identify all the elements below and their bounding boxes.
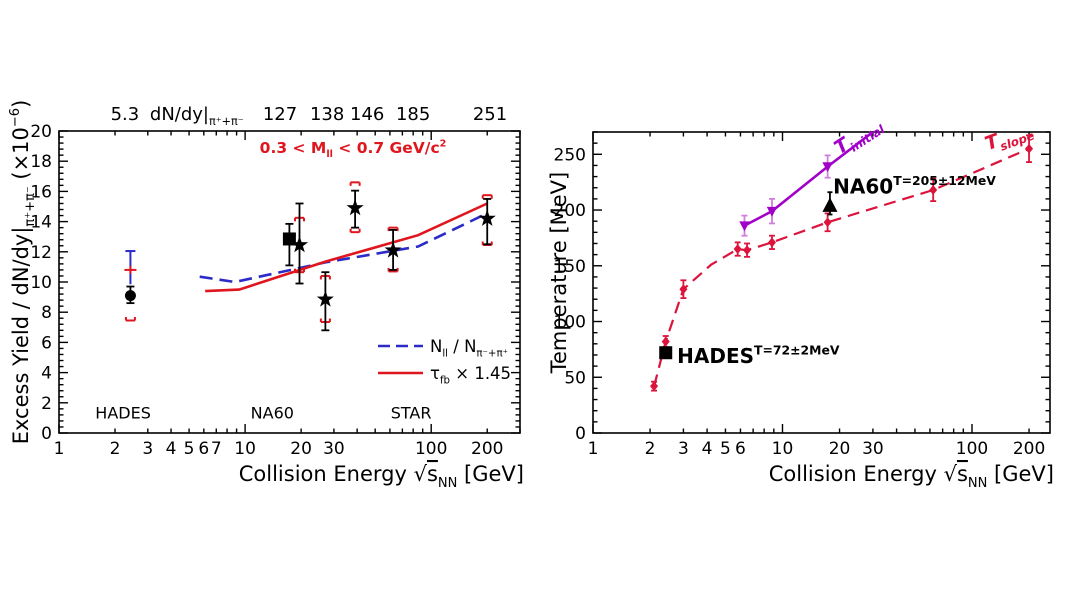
legend-label: τfb × 1.45	[430, 364, 511, 387]
hades-fit-point	[659, 346, 673, 360]
x-tick-label: 1	[54, 439, 65, 459]
hades-fit-label: HADEST=72±2MeV	[677, 342, 840, 367]
experiment-label-star: STAR	[391, 404, 432, 423]
t-initial-points	[739, 154, 833, 237]
temperature-panel: 1 2 3 4 5 6 10 20 30 100 200 0 50 100 150 200 250 Collisi…	[547, 112, 1054, 491]
x-tick-label: 10	[234, 439, 256, 459]
experiment-label-hades: HADES	[95, 404, 151, 423]
y-tick-label: 12	[30, 243, 52, 263]
plot-frame	[592, 131, 1051, 434]
y-tick-label: 16	[30, 182, 52, 202]
y-tick-label: 200	[554, 201, 586, 221]
x-tick-label: 2	[110, 439, 121, 459]
y-tick-label: 4	[41, 364, 52, 384]
experiment-label-na60: NA60	[251, 404, 294, 423]
top-axis-value: 127	[263, 104, 297, 125]
top-axis-value: 185	[396, 104, 430, 125]
x-tick-label: 5	[184, 439, 195, 459]
y-tick-label: 50	[564, 368, 586, 388]
t-slope-points	[650, 134, 1034, 392]
x-tick-label: 5	[720, 439, 731, 459]
x-tick-label: 7	[211, 439, 222, 459]
plot-frame	[58, 130, 521, 434]
y-tick-label: 20	[30, 122, 52, 142]
hades-model-red	[124, 265, 137, 274]
x-tick-label: 4	[702, 439, 713, 459]
y-tick-label: 0	[575, 424, 586, 444]
tau-fb-model	[205, 202, 488, 293]
y-axis: 0 2 4 6 8 10 12 14 16 18 20	[30, 122, 520, 444]
top-axis-value: 5.3	[111, 104, 140, 125]
x-tick-label: 4	[166, 439, 177, 459]
top-axis: dN/dy|π⁺+π⁻ 5.3 127 138 146 185 251	[111, 104, 508, 128]
systematic-brackets	[124, 181, 493, 324]
t-initial-curve	[743, 132, 876, 227]
x-axis-title: Collision Energy √sNN [GeV]	[239, 462, 524, 491]
legend: Nll / Nπ⁻+π⁺ τfb × 1.45	[378, 337, 511, 387]
x-tick-label: 1	[588, 439, 599, 459]
y-tick-label: 2	[41, 394, 52, 414]
x-tick-label: 200	[1013, 439, 1045, 459]
x-axis: 1 2 3 4 5 6 7 10 20 30 100 200	[54, 131, 521, 459]
x-tick-label: 30	[323, 439, 345, 459]
mass-window-label: 0.3 < Mll < 0.7 GeV/c2	[260, 138, 447, 160]
y-axis: 0 50 100 150 200 250	[554, 131, 1050, 444]
y-tick-label: 18	[30, 152, 52, 172]
y-axis-title: Excess Yield / dN/dy|π⁺+π⁻ (×10−6)	[8, 100, 38, 445]
x-tick-label: 20	[290, 439, 312, 459]
y-tick-label: 6	[41, 333, 52, 353]
x-axis-title: Collision Energy √sNN [GeV]	[769, 462, 1054, 491]
x-tick-label: 3	[678, 439, 689, 459]
x-tick-label: 3	[142, 439, 153, 459]
y-tick-label: 8	[41, 303, 52, 323]
t-initial-label: Tinitial	[830, 112, 887, 162]
na60-fit-label: NA60T=205±12MeV	[833, 173, 996, 198]
t-slope-curve	[653, 147, 1030, 387]
y-tick-label: 0	[41, 424, 52, 444]
x-tick-label: 20	[829, 439, 851, 459]
y-tick-label: 150	[554, 257, 586, 277]
legend-label: Nll / Nπ⁻+π⁺	[430, 337, 508, 360]
y-axis-title: Temperature [MeV]	[547, 172, 571, 375]
na60-fit-point	[822, 191, 838, 216]
x-tick-label: 200	[471, 439, 503, 459]
top-axis-value: 251	[473, 104, 507, 125]
top-axis-value: 138	[310, 104, 344, 125]
x-tick-label: 100	[956, 439, 988, 459]
hades-data	[124, 285, 136, 305]
star-data	[290, 189, 496, 332]
excess-yield-panel: 1 2 3 4 5 6 7 10 20 30 100 20002468101214161820dN/d…	[8, 100, 524, 491]
y-tick-label: 250	[554, 145, 586, 165]
x-tick-label: 2	[645, 439, 656, 459]
x-tick-label: 6	[735, 439, 746, 459]
top-axis-title: dN/dy|π⁺+π⁻	[150, 104, 244, 128]
na60-data	[282, 222, 296, 267]
y-tick-label: 10	[30, 273, 52, 293]
x-tick-label: 6	[198, 439, 209, 459]
y-tick-label: 100	[554, 313, 586, 333]
y-tick-label: 14	[30, 213, 52, 233]
x-axis: 1 2 3 4 5 6 10 20 30 100 200	[588, 132, 1045, 459]
top-axis-value: 146	[350, 104, 384, 125]
x-tick-label: 100	[415, 439, 447, 459]
x-tick-label: 30	[862, 439, 884, 459]
x-tick-label: 10	[772, 439, 794, 459]
